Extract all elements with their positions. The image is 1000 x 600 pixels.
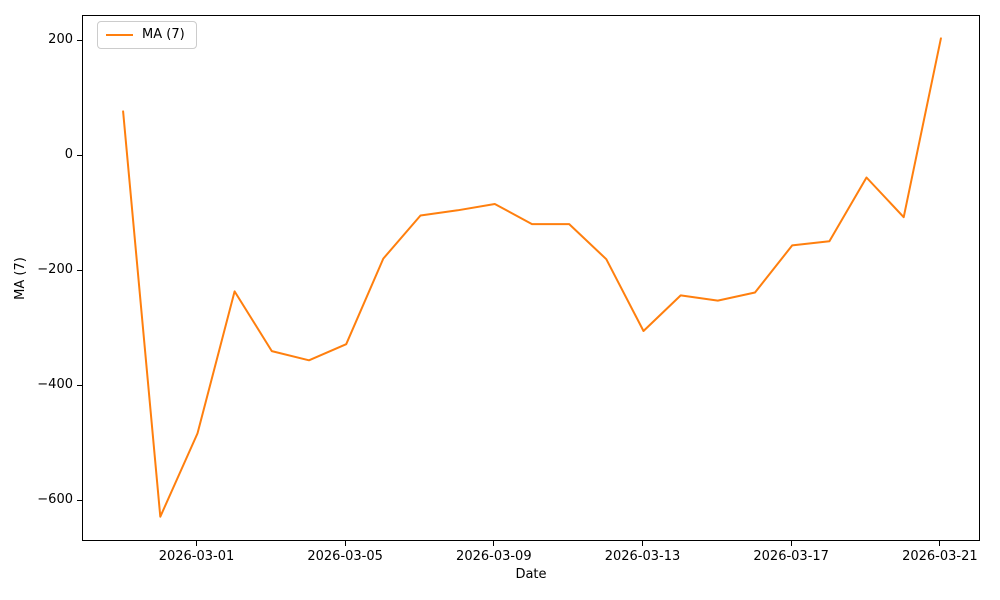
series-line [122,37,942,518]
y-tick-label: −600 [37,492,73,508]
legend-label: MA (7) [142,27,185,42]
y-tick-label: −200 [37,262,73,278]
y-tick-label: 0 [64,147,73,163]
x-tick-mark [939,541,941,546]
x-tick-mark [642,541,643,546]
y-axis-label: MA (7) [12,256,28,300]
x-tick-label: 2026-03-01 [158,549,235,564]
plot-area: MA (7) [82,15,980,541]
x-tick-mark [493,541,495,546]
y-tick-label: −400 [37,377,73,393]
x-tick-label: 2026-03-17 [753,549,829,564]
x-tick-label: 2026-03-05 [307,549,383,564]
y-tick-mark [77,154,82,156]
x-tick-label: 2026-03-09 [456,549,532,564]
x-tick-mark [344,541,346,546]
x-tick-label: 2026-03-21 [902,549,978,564]
x-tick-mark [195,541,197,546]
y-tick-mark [77,269,82,271]
x-tick-label: 2026-03-13 [604,549,681,564]
legend: MA (7) [97,21,197,49]
line-series-svg [122,37,942,518]
y-tick-mark [77,384,82,386]
y-tick-label: 200 [48,32,73,48]
x-axis-label: Date [515,567,547,582]
y-axis-label-box: MA (7) [8,15,32,541]
x-tick-mark [790,541,792,546]
y-tick-mark [77,39,82,41]
legend-line-swatch [106,34,133,36]
y-tick-mark [77,499,82,501]
